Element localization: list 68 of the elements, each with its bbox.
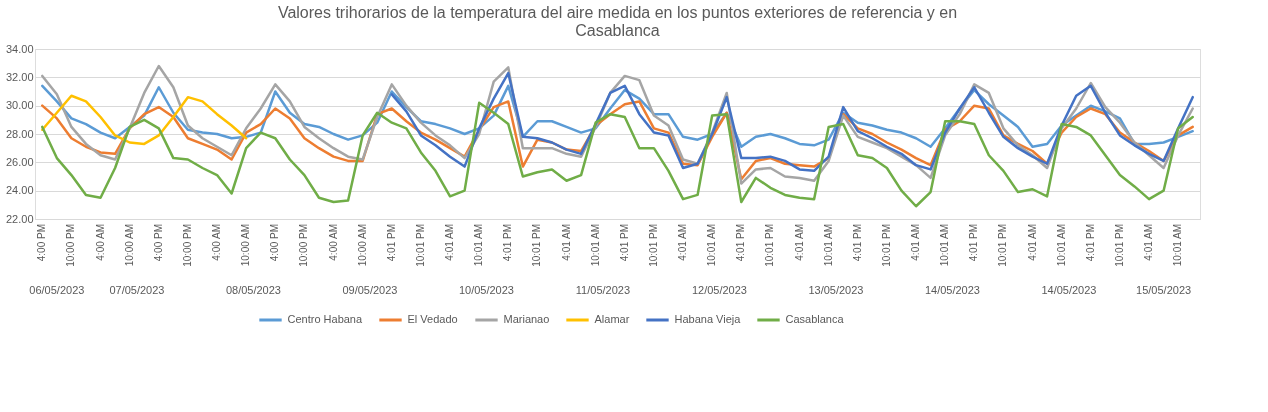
- x-tick-label: 4:01 PM: [618, 224, 630, 262]
- x-tick-label: 10:01 AM: [822, 224, 834, 267]
- text: 08/05/2023: [225, 284, 281, 296]
- x-tick-label: 4:01 PM: [1084, 224, 1096, 262]
- text: 14/05/2023: [1041, 284, 1097, 296]
- x-tick-label: 4:01 AM: [1143, 224, 1155, 261]
- x-tick-label: 10:01 AM: [473, 224, 485, 267]
- x-tick-label: 4:01 AM: [793, 224, 805, 261]
- x-tick-label: 4:01 AM: [1026, 224, 1038, 261]
- y-tick-label: 22.00: [5, 212, 34, 225]
- x-tick-label: 10:00 PM: [181, 224, 193, 267]
- text: 13/05/2023: [808, 284, 864, 296]
- x-tick-label: 4:00 AM: [94, 224, 106, 261]
- line-series: [390, 71, 1194, 173]
- line-series: [41, 101, 1194, 208]
- x-tick-label: 10:01 PM: [880, 224, 892, 267]
- legend-label: Marianao: [503, 313, 550, 325]
- x-tick-label: 4:01 PM: [735, 224, 747, 262]
- text: 12/05/2023: [691, 284, 747, 296]
- x-tick-label: 10:00 AM: [123, 224, 135, 267]
- line-series: [41, 94, 248, 146]
- x-tick-label: 4:01 AM: [677, 224, 689, 261]
- x-tick-label: 10:00 AM: [240, 224, 252, 267]
- x-tick-label: 4:01 AM: [444, 224, 456, 261]
- legend-label: Habana Vieja: [674, 313, 742, 325]
- x-tick-label: 4:01 PM: [968, 224, 980, 262]
- x-tick-label: 10:01 AM: [1055, 224, 1067, 267]
- x-tick-label: 10:00 AM: [356, 224, 368, 267]
- y-tick-label: 26.00: [5, 155, 34, 168]
- text: 09/05/2023: [342, 284, 398, 296]
- legend-label: Centro Habana: [287, 313, 363, 325]
- x-tick-label: 4:00 PM: [36, 224, 48, 262]
- y-tick-label: 24.00: [5, 184, 34, 197]
- x-tick-label: 10:01 AM: [589, 224, 601, 267]
- y-tick-label: 30.00: [5, 99, 34, 112]
- text: 15/05/2023: [1136, 284, 1192, 296]
- x-tick-label: 10:01 PM: [647, 224, 659, 267]
- x-tick-label: 10:01 PM: [414, 224, 426, 267]
- text: 14/05/2023: [924, 284, 980, 296]
- x-tick-label: 4:01 AM: [560, 224, 572, 261]
- x-tick-label: 10:00 PM: [298, 224, 310, 267]
- x-tick-label: 10:01 PM: [997, 224, 1009, 267]
- text: 06/05/2023: [29, 284, 85, 296]
- text: 11/05/2023: [575, 284, 631, 296]
- x-tick-label: 10:01 PM: [764, 224, 776, 267]
- x-tick-label: 4:01 PM: [502, 224, 514, 262]
- x-tick-label: 10:01 AM: [1172, 224, 1184, 267]
- x-tick-label: 4:01 PM: [385, 224, 397, 262]
- text: 07/05/2023: [109, 284, 165, 296]
- chart-title: Valores trihorarios de la temperatura del aire medida en los puntos exteriores de referencia y en Casablanca: [277, 4, 958, 39]
- legend-label: Casablanca: [785, 313, 845, 325]
- y-tick-label: 32.00: [5, 70, 34, 83]
- x-tick-label: 4:00 AM: [327, 224, 339, 261]
- y-tick-label: 28.00: [5, 127, 34, 140]
- legend-label: Alamar: [594, 313, 630, 325]
- x-tick-label: 10:01 AM: [939, 224, 951, 267]
- legend-label: El Vedado: [407, 313, 458, 325]
- x-tick-label: 4:00 PM: [152, 224, 164, 262]
- x-tick-label: 10:01 AM: [706, 224, 718, 267]
- x-tick-label: 4:01 AM: [910, 224, 922, 261]
- x-tick-label: 10:01 PM: [1113, 224, 1125, 267]
- y-tick-label: 34.00: [5, 42, 34, 55]
- x-tick-label: 4:01 PM: [851, 224, 863, 262]
- x-tick-label: 4:00 AM: [211, 224, 223, 261]
- text: 10/05/2023: [458, 284, 514, 296]
- x-tick-label: 4:00 PM: [269, 224, 281, 262]
- x-tick-label: 10:00 PM: [65, 224, 77, 267]
- x-tick-label: 10:01 PM: [531, 224, 543, 267]
